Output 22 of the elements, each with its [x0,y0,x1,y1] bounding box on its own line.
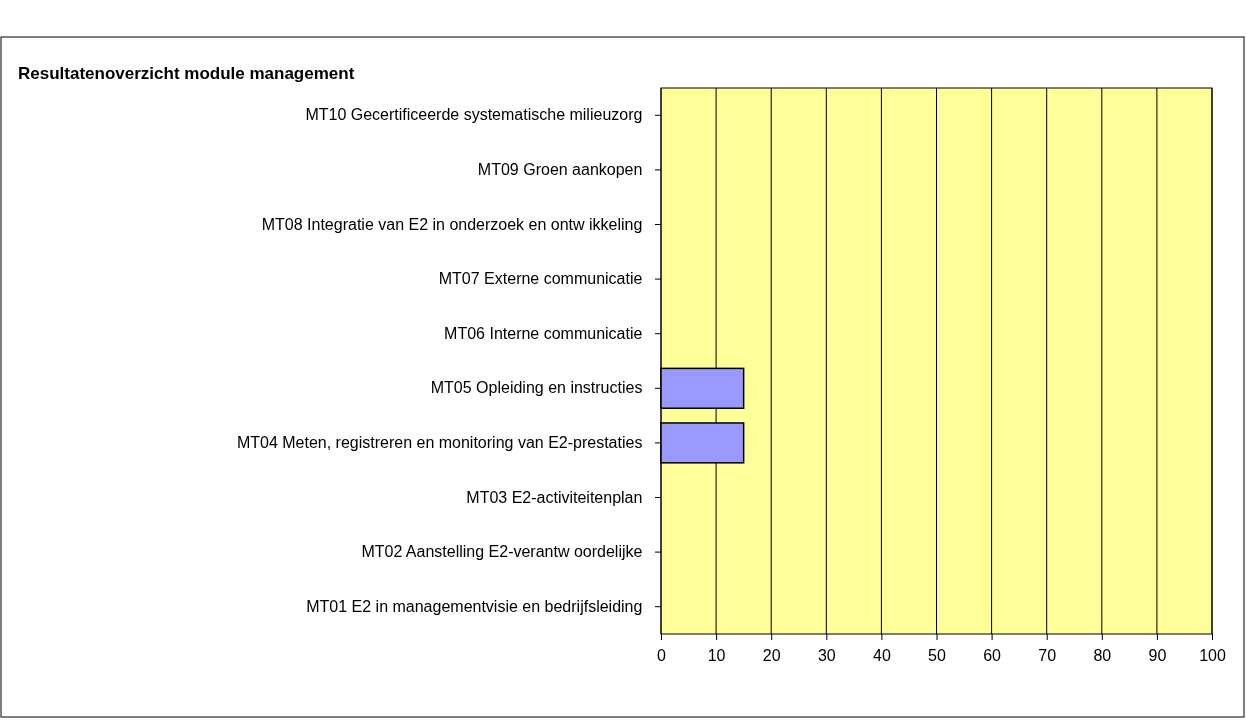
x-tick-label: 50 [928,646,946,664]
y-tick-label: MT01 E2 in managementvisie en bedrijfsleiding [306,597,643,615]
x-tick-label: 30 [817,646,836,664]
y-tick-label: MT05 Opleiding en instructies [430,379,643,397]
x-tick-label: 100 [1199,646,1226,664]
y-tick-label: MT06 Interne communicatie [444,324,643,342]
x-tick-label: 20 [762,646,781,664]
x-tick-label: 10 [707,646,726,664]
y-tick-label: MT03 E2-activiteitenplan [466,488,643,506]
y-tick-label: MT02 Aanstelling E2-verantw oordelijke [361,543,643,561]
y-tick-label: MT10 Gecertificeerde systematische milieuzorg [305,106,643,124]
x-tick-label: 70 [1038,646,1057,664]
y-tick-label: MT04 Meten, registreren en monitoring van E2-prestaties [236,434,643,452]
x-tick-label: 0 [657,646,667,664]
y-tick-label: MT09 Groen aankopen [477,161,643,179]
x-tick-label: 40 [873,646,891,664]
x-tick-label: 60 [983,646,1002,664]
x-tick-label: 90 [1148,646,1167,664]
text: Resultatenoverzicht module management [18,64,355,83]
y-tick-label: MT07 Externe communicatie [438,270,643,288]
y-tick-label: MT08 Integratie van E2 in onderzoek en ontw ikkeling [261,215,643,233]
x-tick-label: 80 [1093,646,1112,664]
